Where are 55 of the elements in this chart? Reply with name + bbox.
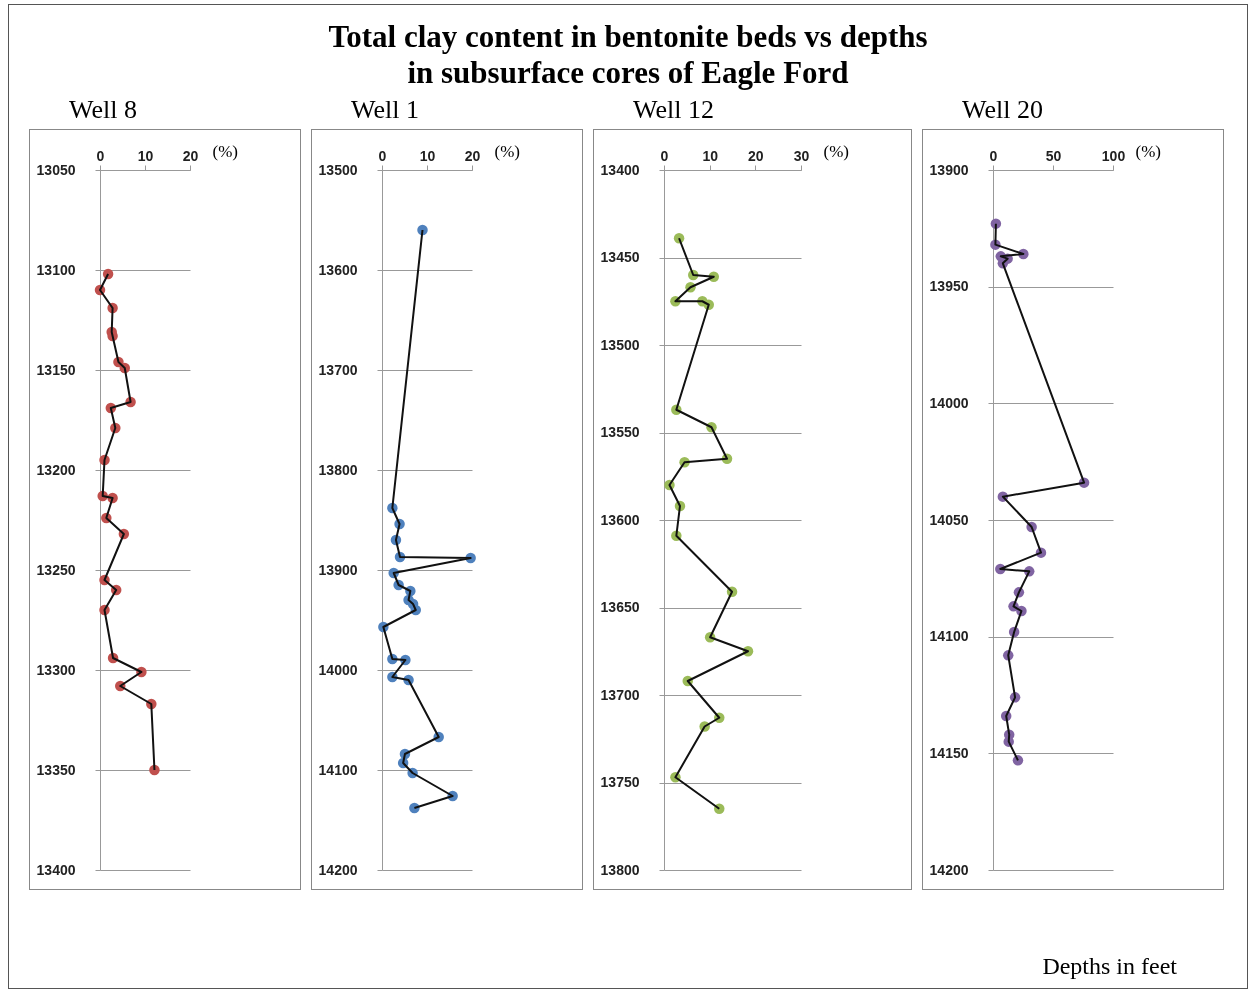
x-tick-label: 50 [1045,147,1062,164]
x-tick-label: 10 [137,147,154,164]
y-tick-label: 13700 [318,361,358,378]
x-axis-title: (%) [212,141,238,161]
x-tick-label: 20 [748,147,764,164]
y-tick-label: 13100 [36,261,76,278]
x-axis-title: (%) [823,141,849,161]
y-tick-label: 13050 [36,161,76,178]
y-tick-label: 13450 [600,249,640,265]
y-tick-label: 13550 [600,424,640,440]
x-tick-label: 20 [182,147,199,164]
y-tick-label: 13900 [318,561,358,578]
y-tick-label: 13650 [600,599,640,615]
x-tick-label: 0 [96,147,105,164]
x-tick-label: 0 [660,147,669,164]
chart-title: Well 20 [962,95,1043,126]
y-tick-label: 14100 [318,761,358,778]
y-tick-label: 14050 [929,511,969,528]
y-tick-label: 13150 [36,361,76,378]
y-tick-label: 13200 [36,461,76,478]
chart-title: Well 8 [69,95,137,126]
x-tick-label: 10 [702,147,719,164]
x-axis-title: (%) [1135,141,1161,161]
x-axis-title: (%) [494,141,520,161]
y-tick-label: 14200 [318,861,358,878]
y-tick-label: 14000 [318,661,358,678]
y-tick-label: 13600 [318,261,358,278]
y-tick-label: 13750 [600,774,640,790]
x-tick-label: 10 [419,147,436,164]
y-tick-label: 13400 [600,161,640,178]
y-tick-label: 13500 [600,336,640,353]
chart-title: Well 1 [351,95,419,126]
y-tick-label: 13300 [36,661,76,678]
y-tick-label: 13350 [36,761,76,778]
x-tick-label: 100 [1101,147,1126,164]
y-tick-label: 13500 [318,161,358,178]
y-tick-label: 13250 [36,561,76,578]
y-tick-label: 13950 [929,278,969,295]
y-tick-label: 13700 [600,686,640,703]
y-tick-label: 14000 [929,394,969,411]
y-tick-label: 14100 [929,628,969,645]
y-tick-label: 13800 [600,861,640,878]
y-tick-label: 13900 [929,161,969,178]
text: Depths in feet [1042,953,1177,980]
x-tick-label: 0 [378,147,387,164]
x-tick-label: 30 [793,147,810,164]
y-tick-label: 13600 [600,511,640,528]
x-tick-label: 0 [989,147,998,164]
y-tick-label: 13800 [318,461,358,478]
y-tick-label: 14150 [929,744,969,761]
y-tick-label: 14200 [929,861,969,878]
x-tick-label: 20 [464,147,481,164]
y-tick-label: 13400 [36,861,76,878]
chart-title: Well 12 [633,95,714,126]
text: Total clay content in bentonite beds vs depths in subsurface cores of Eagle Ford [327,19,929,91]
